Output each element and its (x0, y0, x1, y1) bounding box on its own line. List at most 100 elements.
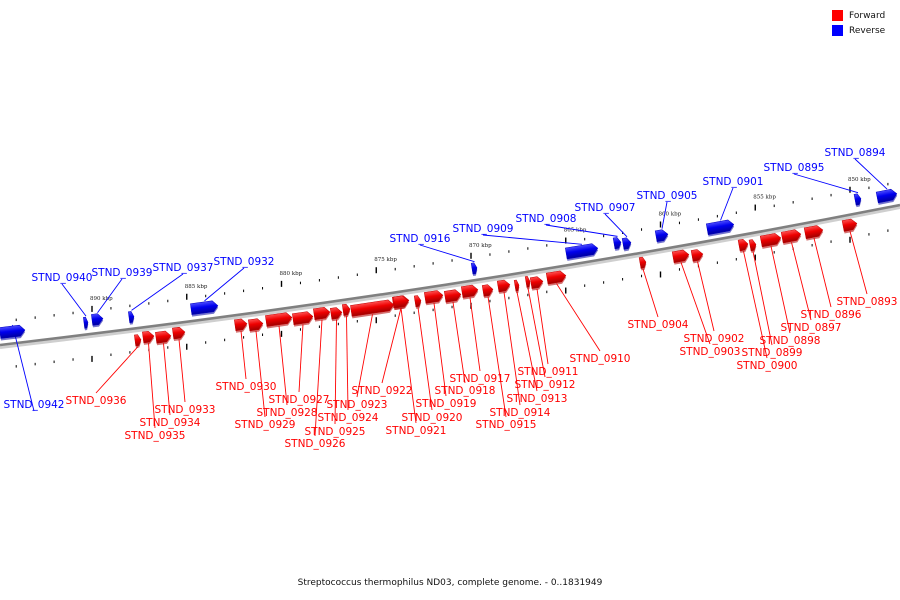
gene-labels: STND_0893STND_0894STND_0895STND_0896STND… (4, 147, 898, 450)
forward-swatch (832, 10, 843, 21)
map-caption: Streptococcus thermophilus ND03, complet… (297, 578, 603, 588)
gene-arrow (460, 284, 479, 300)
gene-label: STND_0902 (684, 333, 745, 345)
gene-arrow (83, 316, 89, 331)
gene-label: STND_0913 (507, 393, 568, 405)
gene-arrow (875, 188, 898, 205)
tick-label: 870 kbp (469, 243, 492, 249)
gene-arrow (142, 330, 155, 345)
legend-reverse: Reverse (832, 23, 892, 38)
reverse-swatch (832, 25, 843, 36)
gene-label: STND_0923 (327, 399, 388, 411)
gene-label: STND_0894 (825, 147, 886, 159)
gene-arrow (350, 299, 395, 319)
gene-label: STND_0915 (476, 419, 537, 431)
gene-label: STND_0940 (32, 272, 93, 284)
gene-label: STND_0896 (801, 309, 862, 321)
gene-arrow (654, 229, 669, 244)
gene-label: STND_0907 (575, 202, 636, 214)
tick-label: 865 kbp (564, 228, 587, 234)
gene-label: STND_0911 (518, 366, 579, 378)
gene-label: STND_0936 (66, 395, 127, 407)
gene-label: STND_0925 (305, 426, 366, 438)
gene-label: STND_0929 (235, 419, 296, 431)
gene-arrow (545, 270, 567, 287)
gene-label: STND_0908 (516, 213, 577, 225)
gene-label: STND_0937 (153, 262, 214, 274)
gene-arrow (513, 279, 520, 294)
gene-arrow (134, 334, 142, 348)
gene-arrows (0, 188, 898, 348)
gene-arrow (155, 330, 172, 346)
gene-label: STND_0903 (680, 346, 741, 358)
backbone-shadow (0, 206, 900, 349)
gene-label: STND_0926 (285, 438, 346, 450)
gene-arrow (690, 249, 704, 264)
gene-arrow (853, 193, 862, 208)
gene-label: STND_0932 (214, 256, 275, 268)
tick-label: 860 kbp (659, 211, 682, 217)
gene-arrow (759, 233, 782, 249)
gene-arrow (292, 311, 314, 327)
gene-label: STND_0909 (453, 223, 514, 235)
gene-label: STND_0920 (402, 412, 463, 424)
gene-arrow (638, 256, 647, 271)
gene-arrow (265, 312, 293, 329)
gene-arrow (748, 239, 757, 253)
gene-arrow (671, 249, 690, 265)
gene-label: STND_0904 (628, 319, 689, 331)
gene-label: STND_0910 (570, 353, 631, 365)
gene-arrow (128, 311, 135, 325)
gene-arrow (313, 306, 331, 322)
gene-arrow (470, 262, 478, 277)
gene-label: STND_0905 (637, 190, 698, 202)
tick-label: 850 kbp (848, 177, 871, 183)
gene-label: STND_0922 (352, 385, 413, 397)
gene-label: STND_0899 (742, 347, 803, 359)
genome-backbone (0, 203, 900, 347)
gene-arrow (621, 237, 632, 252)
gene-arrow (329, 307, 343, 322)
gene-arrow (705, 219, 735, 237)
tick-label: 890 kbp (90, 296, 113, 302)
gene-arrow (0, 324, 26, 341)
gene-label: STND_0917 (450, 373, 511, 385)
gene-arrow (780, 229, 802, 245)
gene-arrow (443, 289, 462, 305)
gene-arrow (413, 295, 422, 309)
scale-ticks: 850 kbp 855 kbp 860 kbp 865 kbp 870 kbp 875 k… (15, 177, 889, 368)
legend: Forward Reverse (832, 8, 892, 38)
label-leader-lines (12, 158, 888, 437)
gene-arrow (248, 318, 264, 333)
gene-label: STND_0928 (257, 407, 318, 419)
gene-arrow (423, 290, 444, 306)
gene-label: STND_0914 (490, 407, 551, 419)
gene-arrow (524, 275, 531, 290)
gene-arrow (841, 218, 858, 234)
gene-arrow (803, 225, 824, 241)
gene-label: STND_0927 (269, 394, 330, 406)
gene-label: STND_0897 (781, 322, 842, 334)
gene-label: STND_0918 (435, 385, 496, 397)
gene-label: STND_0901 (703, 176, 764, 188)
gene-arrow (341, 303, 351, 318)
gene-arrow (529, 276, 544, 291)
gene-arrow (612, 237, 622, 251)
gene-arrow (91, 313, 104, 328)
gene-label: STND_0898 (760, 335, 821, 347)
gene-label: STND_0934 (140, 417, 201, 429)
gene-label: STND_0912 (515, 379, 576, 391)
tick-label: 875 kbp (374, 257, 397, 263)
gene-label: STND_0942 (4, 399, 65, 411)
tick-label: 885 kbp (185, 284, 208, 290)
gene-label: STND_0930 (216, 381, 277, 393)
gene-arrow (496, 279, 511, 294)
gene-arrow (481, 284, 494, 299)
gene-label: STND_0893 (837, 296, 898, 308)
tick-label: 855 kbp (753, 195, 776, 201)
gene-label: STND_0924 (318, 412, 379, 424)
gene-label: STND_0919 (416, 398, 477, 410)
gene-arrow (172, 326, 186, 341)
gene-label: STND_0921 (386, 425, 447, 437)
